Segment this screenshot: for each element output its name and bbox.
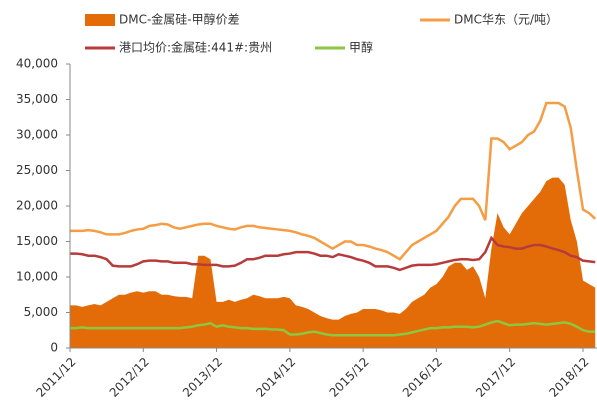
y-tick-label: 35,000 [16,92,58,106]
y-tick-label: 20,000 [16,199,58,213]
y-tick-label: 40,000 [16,57,58,71]
legend-label: DMC-金属硅-甲醇价差 [119,12,240,27]
legend-swatch [85,14,115,26]
legend-label: DMC华东（元/吨） [454,13,558,27]
x-tick-label: 2012/12 [107,355,152,400]
x-tick-label: 2013/12 [180,355,225,400]
legend-label: 甲醇 [349,40,373,55]
x-tick-label: 2018/12 [546,355,591,400]
area [70,177,596,348]
x-tick-label: 2016/12 [400,355,445,400]
x-tick-label: 2017/12 [473,355,518,400]
y-tick-label: 25,000 [16,163,58,177]
y-tick-label: 10,000 [16,270,58,284]
x-tick-label: 2014/12 [253,355,298,400]
legend-label: 港口均价:金属硅:441#:贵州 [119,40,272,55]
x-tick-label: 2011/12 [33,355,78,400]
line [70,101,597,261]
y-tick-label: 30,000 [16,128,58,142]
line [70,319,596,337]
x-tick-label: 2015/12 [327,355,372,400]
y-tick-label: 5,000 [24,305,58,319]
y-tick-label: 15,000 [16,234,58,248]
line [70,235,596,272]
y-tick-label: 0 [50,341,58,355]
